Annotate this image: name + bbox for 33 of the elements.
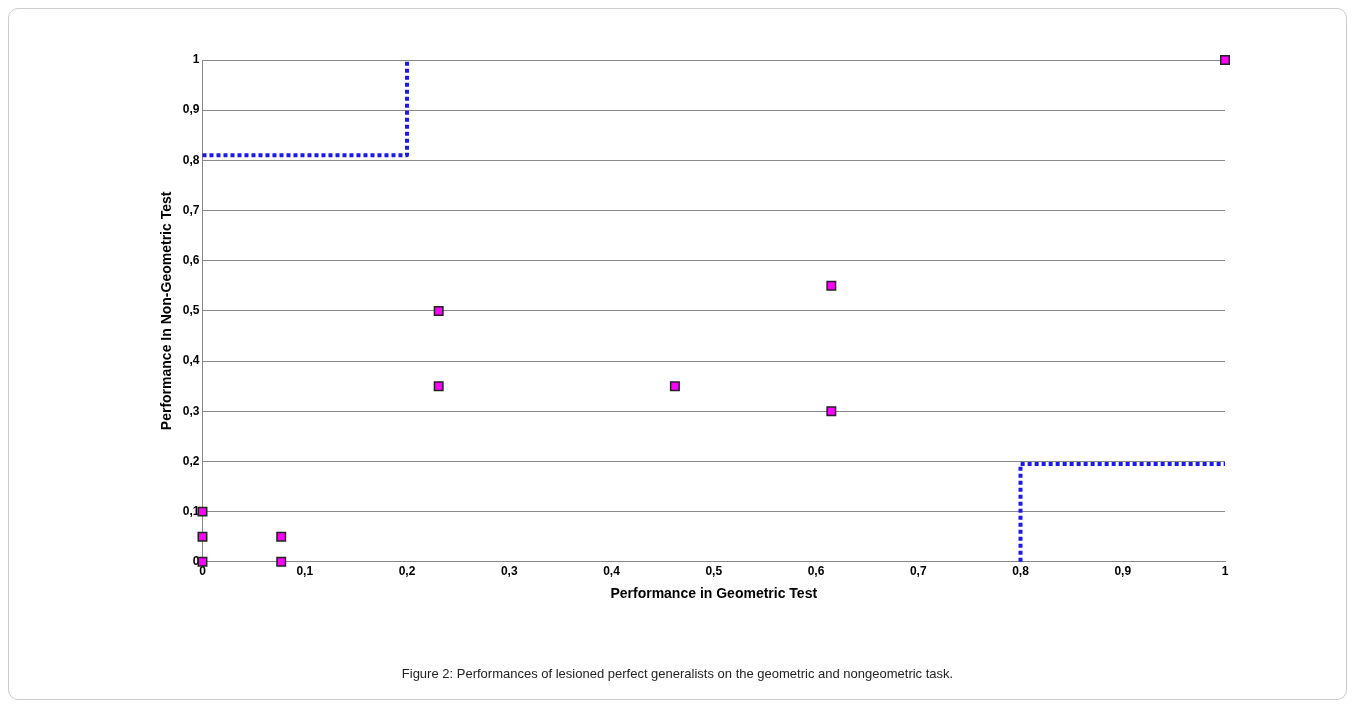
y-tick-label: 0,3	[182, 403, 200, 418]
point	[826, 406, 837, 417]
point	[433, 381, 444, 392]
y-axis-title: Performance In Non-Geometric Test	[158, 191, 175, 431]
y-tick-label: 0,4	[182, 353, 200, 368]
x-tick-label: 0,2	[398, 564, 416, 579]
y-tick-label: 0,8	[182, 152, 200, 167]
point	[433, 305, 444, 316]
point	[826, 280, 837, 291]
y-tick-label: 0,7	[182, 202, 200, 217]
x-tick-label: 0,3	[500, 564, 518, 579]
x-tick-label: 0,4	[603, 564, 621, 579]
x-tick-label: 0,6	[807, 564, 825, 579]
point	[197, 531, 208, 542]
y-tick-label: 0,6	[182, 253, 200, 268]
x-tick-label: 0,1	[296, 564, 314, 579]
y-tick-label: 0,9	[182, 102, 200, 117]
x-tick-label: 0,8	[1012, 564, 1030, 579]
point	[1220, 55, 1230, 65]
y-tick-label: 0,2	[182, 453, 200, 468]
y-tick-label: 0,5	[182, 303, 200, 318]
point	[669, 381, 680, 392]
x-tick-label: 0,9	[1114, 564, 1132, 579]
point	[276, 556, 287, 567]
y-tick-label: 1	[192, 52, 200, 67]
x-tick-label: 0,7	[909, 564, 927, 579]
point	[197, 506, 208, 517]
x-axis-title: Performance in Geometric Test	[610, 585, 818, 602]
y-tick-label: 0,1	[182, 503, 200, 518]
point	[276, 531, 287, 542]
caption: Figure 2: Performances of lesioned perfect generalists on the geometric and nongeometric task.	[400, 666, 955, 681]
x-tick-label: 1	[1221, 564, 1229, 579]
x-tick-label: 0,5	[705, 564, 723, 579]
